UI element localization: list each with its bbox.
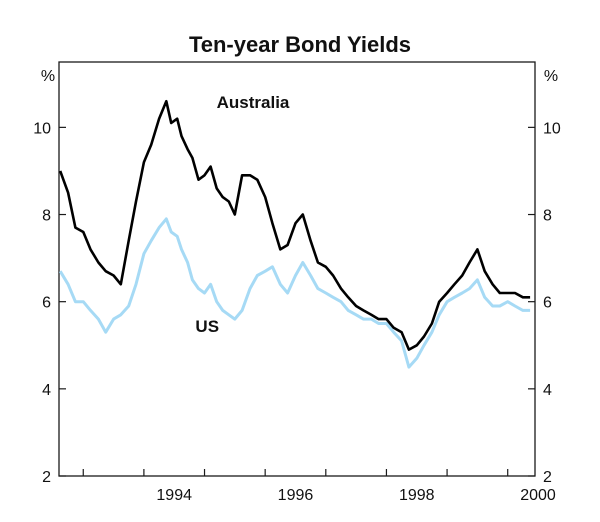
x-tick-label: 1996 (278, 487, 314, 504)
x-tick-label: 1998 (399, 487, 435, 504)
y-tick-label-right: 6 (543, 295, 552, 312)
ticks-layer: 2 2 4 4 6 6 8 8 10 10 1994 1996 1998 2000 (33, 120, 561, 504)
chart-title: Ten-year Bond Yields (189, 32, 411, 57)
series-line-us (58, 217, 531, 369)
plot-frame (58, 61, 536, 477)
y-unit-left: % (41, 68, 55, 85)
x-tick-label: 1994 (156, 487, 192, 504)
y-tick-label-right: 10 (543, 120, 561, 137)
labels-layer: Australia US (195, 93, 290, 336)
y-tick-label-left: 2 (42, 469, 51, 486)
y-tick-label-left: 10 (33, 120, 51, 137)
series-layer (58, 99, 531, 369)
series-label-us: US (195, 317, 219, 336)
y-tick-label-left: 6 (42, 295, 51, 312)
y-tick-label-right: 8 (543, 208, 552, 225)
y-tick-label-left: 8 (42, 208, 51, 225)
series-label-australia: Australia (217, 93, 290, 112)
series-line-australia (58, 99, 531, 351)
y-tick-label-left: 4 (42, 382, 51, 399)
y-tick-label-right: 4 (543, 382, 552, 399)
x-tick-label: 2000 (520, 487, 556, 504)
y-tick-label-right: 2 (543, 469, 552, 486)
y-unit-right: % (544, 68, 558, 85)
